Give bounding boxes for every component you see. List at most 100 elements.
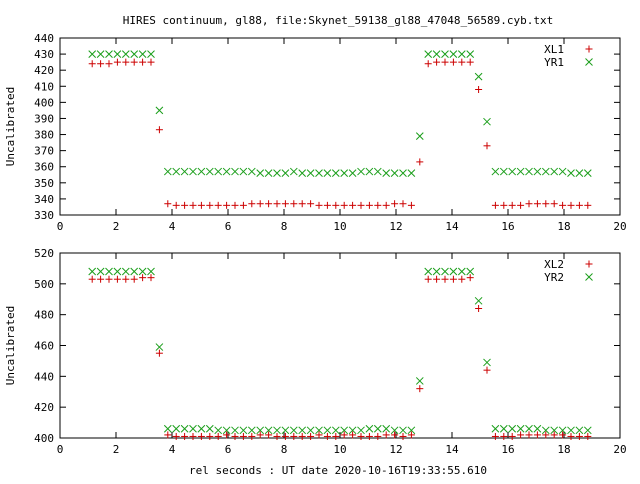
- x-tick-label: 2: [113, 220, 120, 233]
- data-point-d2: [382, 424, 391, 433]
- data-point-d2: [130, 50, 139, 58]
- data-point-d2: [247, 167, 256, 176]
- data-point: [432, 267, 441, 276]
- data-point-d2: [315, 426, 323, 435]
- data-point: [331, 169, 340, 178]
- data-point: [113, 267, 122, 276]
- plot-frame: [59, 252, 621, 439]
- data-point: [307, 200, 315, 208]
- data-point-d2: [499, 424, 508, 433]
- x-tick-label: 14: [445, 220, 459, 233]
- data-point: [466, 274, 474, 282]
- data-point: [163, 424, 172, 433]
- y-tick-label: 330: [34, 209, 54, 222]
- data-point: [466, 267, 475, 276]
- data-point: [88, 275, 96, 283]
- data-point: [281, 169, 290, 178]
- data-point-d2: [449, 50, 458, 58]
- data-point: [239, 426, 248, 435]
- data-point: [205, 424, 214, 433]
- data-point: [525, 431, 533, 439]
- data-point: [415, 132, 424, 141]
- data-point-d2: [583, 426, 592, 435]
- x-tick-label: 4: [169, 443, 176, 456]
- data-point: [189, 432, 197, 440]
- y-axis-label: Uncalibrated: [4, 306, 17, 385]
- data-point-d2: [516, 424, 525, 433]
- data-point: [449, 58, 457, 66]
- data-point: [550, 426, 559, 435]
- data-point-d2: [163, 167, 172, 176]
- data-point-d2: [105, 267, 113, 276]
- data-point: [357, 167, 365, 176]
- data-point: [441, 267, 449, 276]
- y-axis-label: Uncalibrated: [4, 87, 17, 166]
- data-point: [256, 200, 264, 208]
- data-point: [533, 424, 542, 433]
- data-point: [122, 58, 130, 66]
- data-point: [239, 432, 247, 440]
- data-point-d2: [541, 167, 550, 176]
- data-point: [559, 201, 567, 209]
- data-point-d2: [466, 267, 475, 276]
- data-point: [559, 431, 567, 439]
- data-point: [298, 426, 307, 435]
- data-point: [223, 431, 231, 439]
- data-point: [248, 200, 256, 208]
- data-point-d2: [88, 267, 97, 276]
- data-point: [533, 431, 541, 439]
- data-point: [331, 426, 340, 435]
- legend-label: XL2: [544, 258, 564, 271]
- data-point-d2: [558, 167, 567, 176]
- x-tick-label: 8: [281, 220, 288, 233]
- data-point: [441, 275, 449, 283]
- data-point-d2: [399, 169, 407, 178]
- y-tick-label: 420: [34, 401, 54, 414]
- data-point-d2: [214, 426, 223, 435]
- series-yr1: [88, 50, 592, 178]
- data-point: [416, 385, 424, 393]
- data-point: [457, 267, 466, 276]
- data-point: [155, 349, 163, 357]
- data-point: [189, 424, 197, 433]
- data-point: [373, 424, 382, 433]
- x-tick-label: 6: [225, 443, 232, 456]
- data-point: [542, 431, 550, 439]
- data-point: [499, 167, 508, 176]
- data-point-d2: [231, 167, 239, 176]
- y-tick-label: 370: [34, 145, 54, 158]
- data-point: [88, 50, 97, 58]
- data-point-d2: [508, 424, 517, 433]
- data-point: [121, 50, 130, 58]
- data-point-d2: [315, 169, 323, 178]
- data-point-d2: [264, 426, 273, 435]
- data-point: [315, 431, 323, 439]
- y-tick-label: 500: [34, 278, 54, 291]
- data-point: [231, 426, 239, 435]
- data-point: [475, 305, 483, 312]
- data-point: [306, 426, 315, 435]
- data-point-d2: [113, 50, 122, 58]
- data-point-d2: [415, 377, 424, 385]
- data-point-d2: [247, 426, 256, 435]
- data-point: [264, 169, 273, 178]
- data-point-d2: [466, 50, 475, 58]
- data-point: [180, 167, 189, 176]
- data-point-d2: [441, 267, 449, 276]
- data-point: [382, 431, 390, 439]
- data-point: [517, 201, 525, 209]
- data-point-d2: [264, 169, 273, 178]
- data-point: [500, 201, 508, 209]
- data-point: [474, 296, 483, 305]
- data-point: [583, 169, 592, 178]
- data-point: [483, 117, 491, 126]
- y-tick-label: 460: [34, 340, 54, 353]
- data-point: [113, 58, 121, 66]
- data-point: [575, 432, 583, 440]
- x-tick-label: 0: [57, 443, 64, 456]
- data-point: [340, 201, 348, 209]
- data-point: [139, 58, 147, 66]
- data-point: [231, 167, 239, 176]
- data-point: [96, 267, 105, 276]
